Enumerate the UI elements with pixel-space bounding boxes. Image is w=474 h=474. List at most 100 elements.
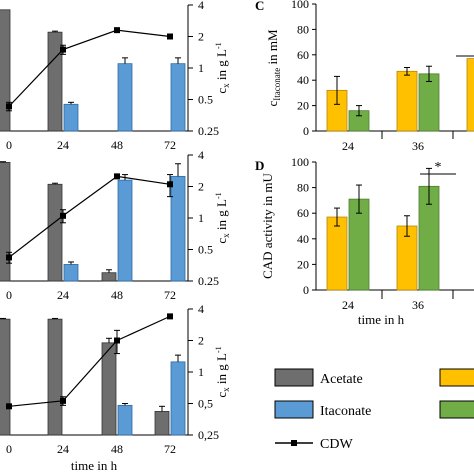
panel-a-y2-tick-label: 0.25 bbox=[198, 124, 219, 138]
panel-e-bar-acetate bbox=[154, 411, 170, 436]
panel-e-bar-itaconate bbox=[117, 404, 133, 436]
panel-a-bar-itaconate bbox=[117, 63, 133, 132]
panel-b-cdw-line bbox=[8, 175, 171, 258]
legend-marker-cdw bbox=[291, 440, 297, 446]
panel-b-bar-acetate bbox=[47, 183, 63, 282]
legend-label-acetate: Acetate bbox=[320, 372, 363, 387]
panel-a-bar-itaconate bbox=[63, 103, 79, 132]
panel-b-bar-acetate bbox=[101, 272, 117, 282]
panel-b-right-axis-label: cx in g L-1 bbox=[214, 192, 231, 243]
panel-c-bar-series-2 bbox=[418, 73, 440, 132]
panel-e-y2-tick-label: 0,5 bbox=[198, 397, 213, 411]
panel-a-y2-tick-label: 4 bbox=[198, 0, 204, 12]
panel-e-y2-tick-label: 1 bbox=[198, 365, 204, 379]
panel-b-cdw-point bbox=[60, 212, 66, 219]
panel-a-y2-tick-label: 0.5 bbox=[198, 93, 213, 107]
panel-b-x-tick-label: 72 bbox=[164, 288, 176, 302]
panel-e-bar-acetate bbox=[0, 318, 11, 436]
panel-c-bar-series-1 bbox=[466, 58, 474, 132]
panel-e-x-tick-label: 48 bbox=[111, 442, 123, 456]
panel-b-cdw-point bbox=[167, 181, 173, 188]
legend-swatch-yellow bbox=[439, 368, 474, 387]
panel-b-y2-tick-label: 4 bbox=[198, 148, 204, 162]
panel-e-cdw-point bbox=[60, 397, 66, 404]
panel-b-bar-itaconate bbox=[63, 264, 79, 282]
panel-b-bar-itaconate bbox=[170, 175, 186, 282]
panel-a-cdw-line bbox=[8, 29, 171, 107]
legend: Acetate Itaconate CDW bbox=[274, 368, 474, 452]
panel-a-y2-tick-label: 2 bbox=[198, 30, 204, 44]
panel-a-bar-acetate bbox=[47, 31, 63, 132]
legend-swatch-itaconate bbox=[274, 400, 314, 419]
panel-d-y-tick-label: 60 bbox=[297, 206, 309, 220]
panel-e-bar-acetate bbox=[101, 342, 117, 436]
panel-e-x-tick-label: 0 bbox=[6, 442, 12, 456]
panel-a-bar-itaconate bbox=[170, 63, 186, 132]
panel-c-letter: C bbox=[255, 0, 264, 13]
panel-d-x-tick-label: 36 bbox=[412, 298, 424, 312]
panel-c-y-tick-label: 60 bbox=[297, 48, 309, 62]
legend-label-itaconate: Itaconate bbox=[320, 404, 371, 419]
panel-d-x-tick-label: 24 bbox=[342, 298, 354, 312]
panel-b-cdw-point bbox=[114, 173, 120, 180]
panel-c-x-tick-label: 24 bbox=[342, 139, 354, 153]
legend-swatch-acetate bbox=[274, 368, 314, 387]
legend-label-cdw: CDW bbox=[320, 437, 353, 452]
panel-e-right-axis-label: cx in g L-1 bbox=[214, 346, 231, 397]
panel-e-y2-tick-label: 0,25 bbox=[198, 428, 219, 442]
panel-c-y-tick-label: 100 bbox=[291, 0, 309, 11]
panel-a-y2-tick-label: 1 bbox=[198, 61, 204, 75]
panel-a-cdw-point bbox=[114, 27, 120, 34]
panel-c-bar-series-1 bbox=[396, 70, 418, 132]
panel-d-letter: D bbox=[255, 158, 264, 173]
panel-d-y-tick-label: 80 bbox=[297, 181, 309, 195]
panel-b-y2-tick-label: 1 bbox=[198, 211, 204, 225]
panel-a-right-axis-label: cx in g L-1 bbox=[214, 42, 231, 93]
panel-d-y-tick-label: 100 bbox=[291, 155, 309, 169]
panel-d-plot: D 24 36 0 20 40 60 80 100 CAD activity in mU * bbox=[255, 155, 474, 312]
panel-e-bar-itaconate bbox=[170, 361, 186, 436]
panel-a-cdw-point bbox=[6, 103, 12, 110]
panel-e-x-tick-label: 24 bbox=[57, 442, 69, 456]
panel-e-x-tick-label: 72 bbox=[164, 442, 176, 456]
panel-d-y-tick-label: 20 bbox=[297, 257, 309, 271]
panel-b-x-tick-label: 48 bbox=[111, 288, 123, 302]
panel-d-y-tick-label: 0 bbox=[303, 283, 309, 297]
panel-d-y-axis-label: CAD activity in mU bbox=[260, 172, 275, 278]
right-x-axis-label: time in h bbox=[358, 312, 405, 327]
panel-b-y2-tick-label: 2 bbox=[198, 180, 204, 194]
panel-b-x-tick-label: 0 bbox=[6, 288, 12, 302]
panel-b-y2-tick-label: 0.5 bbox=[198, 243, 213, 257]
panel-e-cdw-point bbox=[6, 403, 12, 410]
panel-e-cdw-point bbox=[114, 337, 120, 344]
panel-a-cdw-point bbox=[60, 46, 66, 53]
panel-c-x-tick-label: 36 bbox=[412, 139, 424, 153]
legend-swatch-green bbox=[439, 400, 474, 419]
panel-e-bar-acetate bbox=[47, 318, 63, 436]
panel-a-x-tick-label: 24 bbox=[57, 138, 69, 152]
left-x-axis-label: time in h bbox=[71, 458, 118, 473]
panel-a-bar-acetate bbox=[0, 9, 11, 132]
panel-e-cdw-line bbox=[8, 315, 171, 407]
panel-b-x-tick-label: 24 bbox=[57, 288, 69, 302]
panel-e-y2-tick-label: 4 bbox=[198, 302, 204, 316]
panel-a-cdw-point bbox=[167, 33, 173, 40]
panel-b-cdw-point bbox=[6, 254, 12, 261]
panel-a-x-tick-label: 72 bbox=[164, 138, 176, 152]
panel-d-y-tick-label: 40 bbox=[297, 232, 309, 246]
panel-b-y2-tick-label: 0.25 bbox=[198, 274, 219, 288]
panel-a-x-tick-label: 48 bbox=[111, 138, 123, 152]
panel-c-y-axis-label: cItaconate in mM bbox=[265, 29, 282, 106]
panel-d-bar-series-1 bbox=[326, 216, 348, 291]
panel-c-y-tick-label: 20 bbox=[297, 99, 309, 113]
panel-e-y2-tick-label: 2 bbox=[198, 334, 204, 348]
panel-c-y-tick-label: 40 bbox=[297, 73, 309, 87]
panel-c-y-tick-label: 80 bbox=[297, 22, 309, 36]
panel-c-y-tick-label: 0 bbox=[303, 124, 309, 138]
panel-b-bar-itaconate bbox=[117, 179, 133, 282]
